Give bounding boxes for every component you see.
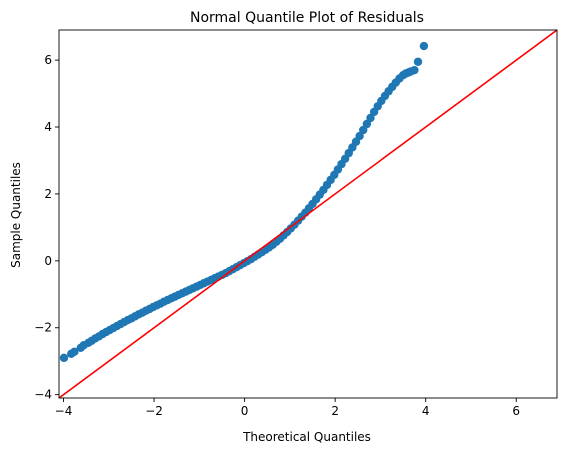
data-point [419, 41, 429, 51]
y-tick-label: 0 [44, 254, 52, 268]
x-tick-label: 6 [512, 404, 520, 418]
y-tick-label: −2 [34, 321, 52, 335]
x-axis-label: Theoretical Quantiles [242, 430, 371, 444]
x-tick-label: 0 [241, 404, 249, 418]
data-point [355, 131, 364, 141]
y-axis-label: Sample Quantiles [9, 162, 23, 268]
data-point [413, 57, 423, 66]
axes-frame [58, 29, 558, 399]
data-point [70, 347, 79, 357]
data-point [59, 353, 69, 363]
y-tick-label: 6 [44, 53, 52, 67]
data-point [362, 119, 372, 129]
y-tick-label: 2 [44, 187, 52, 201]
reference-line [59, 30, 557, 398]
x-tick-label: 2 [331, 404, 339, 418]
x-tick-label: −2 [145, 404, 163, 418]
plot-area: −4 −2 0 2 4 6 −4 −2 0 2 4 6 [34, 29, 558, 418]
data-point [366, 113, 375, 123]
x-tick-label: −4 [55, 404, 73, 418]
y-tick-label: 4 [44, 120, 52, 134]
x-tick-label: 4 [422, 404, 430, 418]
data-point [410, 65, 419, 75]
data-point [359, 125, 368, 135]
chart-title: Normal Quantile Plot of Residuals [190, 10, 424, 26]
y-tick-label: −4 [34, 388, 52, 402]
